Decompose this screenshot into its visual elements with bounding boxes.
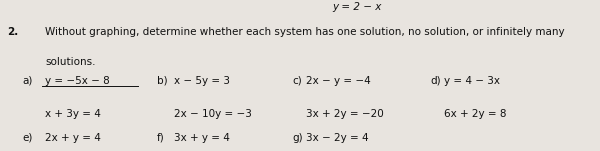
Text: g): g): [292, 133, 303, 143]
Text: x − 5y = 3: x − 5y = 3: [174, 76, 230, 85]
Text: Without graphing, determine whether each system has one solution, no solution, o: Without graphing, determine whether each…: [45, 27, 565, 37]
Text: 2x − 10y = −3: 2x − 10y = −3: [174, 109, 252, 119]
Text: a): a): [23, 76, 33, 85]
Text: y = 4 − 3x: y = 4 − 3x: [444, 76, 500, 85]
Text: d): d): [431, 76, 442, 85]
Text: 3x + 2y = −20: 3x + 2y = −20: [306, 109, 384, 119]
Text: y = −5x − 8: y = −5x − 8: [45, 76, 110, 85]
Text: y = 2 − x: y = 2 − x: [332, 2, 382, 11]
Text: e): e): [23, 133, 33, 143]
Text: solutions.: solutions.: [45, 57, 95, 67]
Text: 2x − y = −4: 2x − y = −4: [306, 76, 371, 85]
Text: 2x + y = 4: 2x + y = 4: [45, 133, 101, 143]
Text: x + 3y = 4: x + 3y = 4: [45, 109, 101, 119]
Text: f): f): [157, 133, 165, 143]
Text: 3x + y = 4: 3x + y = 4: [174, 133, 230, 143]
Text: 6x + 2y = 8: 6x + 2y = 8: [444, 109, 506, 119]
Text: 3x − 2y = 4: 3x − 2y = 4: [306, 133, 368, 143]
Text: c): c): [292, 76, 302, 85]
Text: b): b): [157, 76, 168, 85]
Text: 2.: 2.: [7, 27, 19, 37]
